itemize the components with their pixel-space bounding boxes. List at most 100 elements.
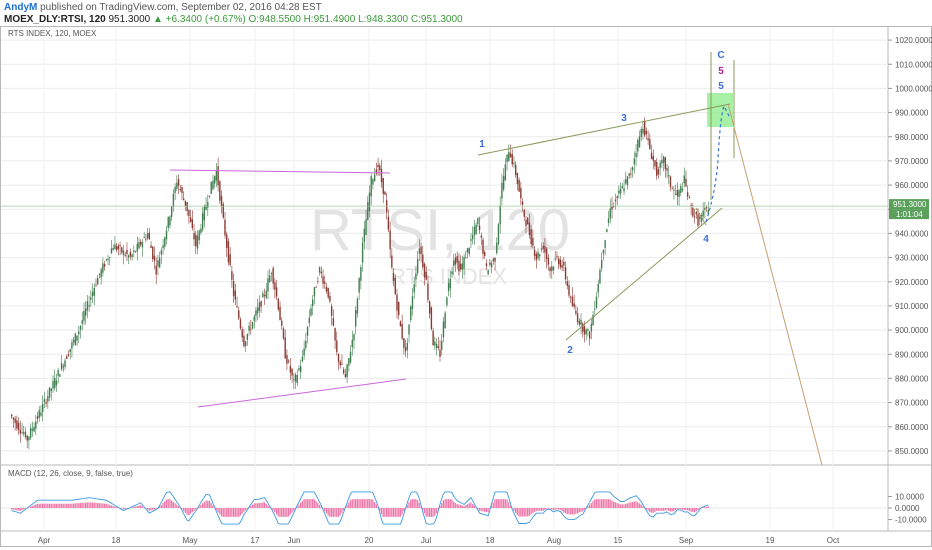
candle-body [652,156,654,161]
candle-body [334,328,336,341]
candle-body [549,267,551,272]
macd-histogram-bar [645,508,647,510]
candle-body [184,200,187,207]
wave-projection-path[interactable] [705,104,731,223]
macd-histogram-bar [244,508,247,511]
macd-histogram-bar [346,505,348,508]
candle-body [465,257,467,259]
macd-histogram-bar [556,508,558,510]
candle-body [236,306,238,308]
candle-body [666,168,668,171]
candle-body [248,325,250,331]
decline-projection-line[interactable] [727,103,823,466]
candle-body [597,283,599,293]
macd-histogram-bar [686,508,689,511]
macd-histogram-bar [382,508,384,517]
candle-body [119,245,121,247]
time-tick-label: 17 [251,536,260,545]
candle-body [692,207,694,217]
candle-body [528,222,531,236]
macd-histogram-bar [348,502,350,508]
candle-body [539,254,541,257]
macd-histogram-bar [430,508,432,517]
candle-body [557,258,560,265]
macd-histogram-bar [79,503,82,508]
candle-body [499,205,501,225]
macd-histogram-bar [67,503,70,508]
candle-body [625,179,627,184]
watermark-symbol: RTSI, 120 [310,198,570,263]
candle-body [284,337,286,359]
ohlc-high: H:951.4900 [303,14,356,25]
candle-body [131,254,133,258]
candle-body [461,263,464,271]
macd-histogram-bar [613,501,615,508]
macd-histogram-bar [619,504,622,508]
candle-body [490,263,493,268]
candle-body [372,179,374,185]
macd-histogram-bar [542,508,544,511]
macd-histogram-bar [525,508,527,517]
macd-histogram-bar [52,503,54,508]
candle-body [680,186,682,193]
wave-label: C [717,50,724,61]
candle-body [76,335,78,341]
macd-histogram-bar [298,504,300,508]
candle-body [181,187,183,193]
macd-histogram-bar [165,499,168,508]
macd-histogram-bar [379,508,381,511]
macd-histogram-bar [191,508,193,513]
candle-body [222,204,224,218]
candle-body [621,185,624,189]
macd-histogram-bar [599,499,601,508]
macd-histogram-bar [227,508,230,517]
macd-histogram-bar [499,499,501,508]
candle-body [260,301,262,307]
last-price-tag [889,199,929,210]
drawings[interactable]: 1 2 3 4 5 5 C [1,50,888,466]
macd-histogram-bar [153,508,156,510]
macd-histogram-bar [656,508,658,511]
macd-histogram-bar [48,503,51,508]
candle-body [129,251,132,257]
candle-body [662,156,665,163]
macd-histogram-bar [370,499,372,508]
macd-line [11,491,709,525]
macd-histogram-bar [592,501,594,508]
time-tick-label: May [182,536,197,545]
candle-body [114,244,116,250]
wedge-lower-line[interactable] [565,207,723,341]
candle-body [274,282,276,290]
macd-histogram-bar [212,505,214,508]
candle-body [456,256,458,263]
candle-body [661,160,663,164]
macd-histogram-bar [707,506,709,508]
price-tick-label: 910.0000 [895,302,929,311]
channel-lower-line[interactable] [197,378,407,408]
candle-body [375,169,378,174]
candle-body [344,373,347,377]
candle-body [33,427,35,432]
macd-histogram-bar [521,508,524,517]
macd-histogram-bar [269,506,271,508]
candle-body [59,374,61,377]
wave-label: 4 [703,234,709,245]
macd-histogram-bar [256,503,259,508]
wedge-tail-line[interactable] [695,207,707,226]
time-tick-label: Aug [547,536,561,545]
macd-histogram-bar [587,506,589,508]
time-tick-label: Sep [679,536,694,545]
author-link[interactable]: AndyM [4,2,38,13]
candle-body [289,365,292,373]
candle-body [406,342,409,350]
macd-histogram-bar [588,504,591,508]
candle-body [277,298,280,310]
macd-histogram-bar [327,508,329,516]
candle-body [492,258,495,262]
macd-histogram-bar [315,501,317,508]
macd-histogram-bar [215,508,217,511]
channel-upper-line[interactable] [169,169,391,174]
wedge-upper-line[interactable] [477,103,731,156]
macd-histogram-bar [234,508,236,517]
